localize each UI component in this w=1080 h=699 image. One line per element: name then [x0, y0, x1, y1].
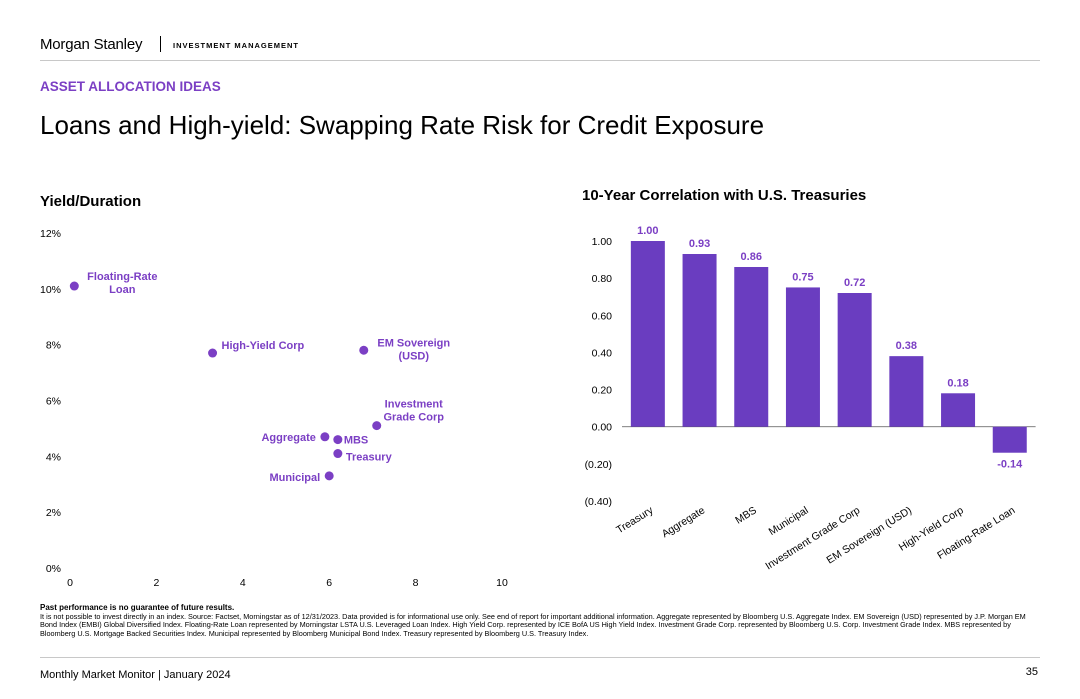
scatter-point-label: High-Yield Corp	[222, 340, 305, 352]
scatter-x-tick-label: 0	[67, 577, 73, 589]
bar	[630, 241, 665, 427]
scatter-point	[359, 345, 369, 355]
bar-y-tick-label: 0.40	[592, 347, 613, 359]
scatter-point	[372, 421, 382, 431]
footer-divider	[40, 657, 1040, 658]
bar-y-tick-label: (0.20)	[585, 459, 612, 471]
scatter-point-label: Loan	[109, 284, 136, 296]
scatter-x-tick-label: 10	[496, 577, 508, 589]
bar-value-label: 1.00	[637, 225, 658, 237]
scatter-point-label: Floating-Rate	[87, 271, 157, 283]
bar-value-label: 0.86	[741, 251, 762, 263]
scatter-y-tick-label: 4%	[46, 451, 61, 463]
bar-category-label: MBS	[733, 504, 759, 526]
bar-y-tick-label: (0.40)	[585, 496, 612, 508]
bar-category-label: Treasury	[614, 504, 656, 536]
scatter-point	[333, 435, 343, 445]
scatter-x-tick-label: 8	[413, 577, 419, 589]
scatter-point-label: Investment	[385, 399, 443, 411]
scatter-point-label: MBS	[344, 435, 368, 447]
bar-value-label: 0.75	[792, 271, 813, 283]
scatter-point-label: Aggregate	[261, 432, 315, 444]
scatter-x-tick-label: 4	[240, 577, 246, 589]
scatter-point	[324, 471, 334, 481]
scatter-y-tick-label: 8%	[46, 340, 61, 352]
bar-value-label: -0.14	[997, 459, 1023, 471]
bar-y-tick-label: 0.20	[592, 385, 613, 397]
bar-y-tick-label: 0.80	[592, 273, 613, 285]
scatter-y-tick-label: 10%	[40, 284, 61, 296]
bar-value-label: 0.93	[689, 238, 710, 250]
header-divider	[40, 60, 1040, 61]
page-title: Loans and High-yield: Swapping Rate Risk…	[40, 110, 765, 140]
scatter-point-label: Grade Corp	[383, 412, 444, 424]
bar-category-label: Aggregate	[660, 504, 708, 540]
scatter-x-tick-label: 2	[153, 577, 159, 589]
bar-category-label: Municipal	[767, 504, 811, 538]
bar-value-label: 0.18	[947, 377, 968, 389]
scatter-point	[333, 449, 343, 459]
bar-value-label: 0.38	[896, 340, 917, 352]
scatter-y-tick-label: 0%	[46, 563, 61, 575]
scatter-point-label: Municipal	[269, 472, 320, 484]
scatter-point-label: (USD)	[398, 350, 429, 362]
bar	[837, 293, 872, 427]
section-tag: ASSET ALLOCATION IDEAS	[40, 79, 221, 94]
bar	[941, 393, 976, 427]
scatter-y-tick-label: 2%	[46, 507, 61, 519]
logo-divider	[160, 36, 161, 52]
bar-y-tick-label: 1.00	[592, 236, 613, 248]
scatter-point	[69, 281, 79, 291]
footnote-sources: It is not possible to invest directly in…	[40, 611, 1026, 639]
bar-y-tick-label: 0.00	[592, 422, 613, 434]
scatter-point	[320, 432, 330, 442]
footer-report-name: Monthly Market Monitor | January 2024	[40, 669, 231, 681]
bar	[734, 267, 769, 427]
bar	[889, 356, 924, 427]
bar-y-tick-label: 0.60	[592, 310, 613, 322]
scatter-point-label: Treasury	[346, 452, 393, 464]
division-label: INVESTMENT MANAGEMENT	[173, 41, 299, 50]
bar-category-label: EM Sovereign (USD)	[824, 504, 913, 566]
scatter-y-tick-label: 12%	[40, 228, 61, 240]
bar	[992, 426, 1027, 453]
scatter-point	[208, 348, 218, 358]
bar-category-label: Investment Grade Corp	[763, 504, 862, 572]
bar-value-label: 0.72	[844, 277, 865, 289]
bar	[682, 254, 717, 427]
footnote-disclaimer: Past performance is no guarantee of futu…	[40, 603, 235, 612]
bar-chart-title: 10-Year Correlation with U.S. Treasuries	[582, 187, 867, 204]
scatter-x-tick-label: 6	[326, 577, 332, 589]
brand-logo: Morgan Stanley	[40, 36, 143, 53]
scatter-chart-title: Yield/Duration	[40, 193, 142, 210]
scatter-point-label: EM Sovereign	[377, 337, 450, 349]
footnote: Past performance is no guarantee of futu…	[40, 603, 1030, 639]
bar	[785, 287, 820, 427]
page-number: 35	[1025, 666, 1038, 678]
scatter-y-tick-label: 6%	[46, 396, 61, 408]
